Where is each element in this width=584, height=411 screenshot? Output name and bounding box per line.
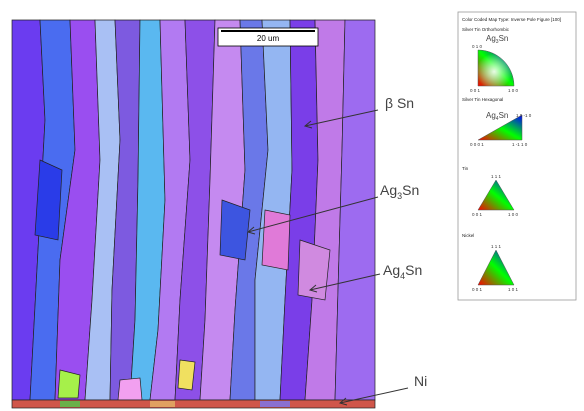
- corner: 0 0 1: [470, 88, 481, 93]
- corner: 0 0 0 1: [470, 142, 484, 147]
- corner: 0 0 1: [472, 212, 483, 217]
- corner: 1 1 1: [491, 174, 502, 179]
- section-name: Silver Tin Orthorhombic: [462, 27, 510, 32]
- section-name: Silver Tin Hexagonal: [462, 97, 503, 102]
- scale-bar-label: 20 um: [257, 34, 280, 43]
- label-ag4sn: Ag4Sn: [383, 262, 422, 281]
- corner: 1 -1 1 0: [512, 142, 528, 147]
- corner: 1 0 0: [508, 88, 519, 93]
- legend-title: Color Coded Map Type: Inverse Pole Figur…: [462, 17, 561, 22]
- label-ag3sn: Ag3Sn: [380, 182, 419, 201]
- corner: 1 0 -1 0: [516, 113, 532, 118]
- ebsd-map: [12, 20, 375, 408]
- page: 20 um β Sn Ag3Sn Ag4Sn Ni Color Coded Ma…: [0, 0, 584, 411]
- section-name: Nickel: [462, 233, 474, 238]
- label-beta-sn: β Sn: [385, 95, 414, 111]
- corner: 0 1 0: [472, 44, 483, 49]
- corner: 0 0 1: [472, 287, 483, 292]
- legend-panel: Color Coded Map Type: Inverse Pole Figur…: [458, 12, 576, 300]
- corner: 1 1 1: [491, 244, 502, 249]
- corner: 1 0 0: [508, 212, 519, 217]
- section-name: Tin: [462, 166, 469, 171]
- label-ni: Ni: [414, 373, 427, 389]
- corner: 1 0 1: [508, 287, 519, 292]
- figure: 20 um β Sn Ag3Sn Ag4Sn Ni Color Coded Ma…: [0, 0, 584, 411]
